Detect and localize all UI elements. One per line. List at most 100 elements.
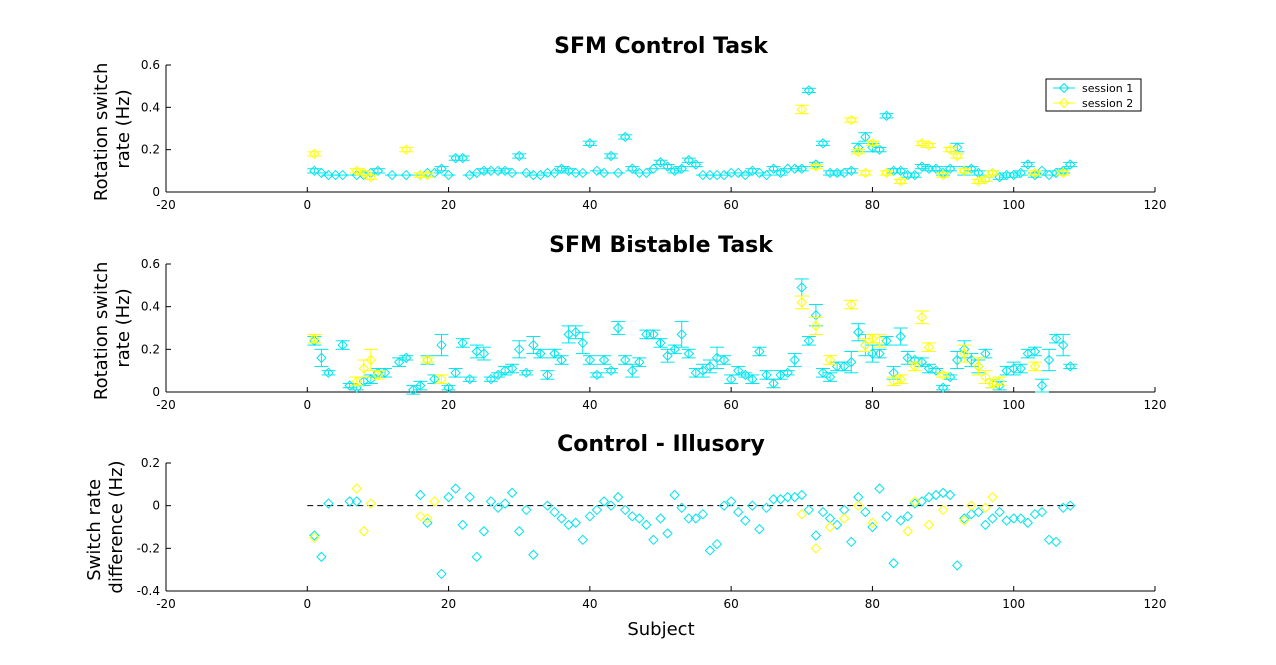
data-point-session-1 bbox=[506, 363, 518, 374]
data-point-session-1 bbox=[662, 161, 673, 172]
x-tick-label: 80 bbox=[865, 198, 880, 212]
data-point-session-1 bbox=[817, 138, 829, 149]
x-tick-label: 0 bbox=[303, 597, 311, 611]
data-point-session-1 bbox=[556, 354, 567, 366]
data-point-session-1 bbox=[803, 504, 815, 516]
data-point-session-1 bbox=[634, 513, 645, 524]
data-point-session-1 bbox=[846, 165, 857, 177]
data-point-session-2 bbox=[365, 354, 377, 366]
data-point-session-1 bbox=[732, 167, 744, 179]
data-point-session-2 bbox=[365, 171, 377, 183]
x-axis-label: Subject bbox=[627, 619, 694, 640]
data-point-session-2 bbox=[824, 521, 836, 533]
data-point-session-1 bbox=[930, 365, 942, 376]
data-point-session-2 bbox=[1029, 167, 1041, 179]
data-point-session-1 bbox=[542, 500, 553, 511]
data-point-session-1 bbox=[549, 506, 560, 518]
x-tick-label: -20 bbox=[156, 398, 176, 412]
data-point-session-1 bbox=[1001, 169, 1012, 181]
x-tick-label: 100 bbox=[1002, 597, 1025, 611]
data-point-session-2 bbox=[1057, 167, 1069, 179]
x-tick-label: -20 bbox=[156, 198, 176, 212]
data-point-session-1 bbox=[704, 361, 716, 372]
data-point-session-1 bbox=[690, 159, 702, 170]
data-point-session-1 bbox=[662, 528, 673, 539]
data-point-session-1 bbox=[817, 506, 829, 518]
data-point-session-1 bbox=[867, 348, 878, 359]
data-point-session-2 bbox=[860, 339, 871, 351]
data-point-session-1 bbox=[344, 496, 355, 507]
data-point-session-2 bbox=[309, 532, 320, 543]
data-point-session-1 bbox=[316, 352, 327, 364]
difference-ylabel: Switch rate difference (Hz) bbox=[84, 460, 127, 593]
data-point-session-1 bbox=[831, 519, 843, 531]
data-point-session-1 bbox=[902, 352, 913, 364]
data-point-session-2 bbox=[810, 320, 822, 332]
difference-title: Control - Illusory bbox=[557, 432, 765, 457]
legend: session 1 session 2 bbox=[1045, 78, 1142, 112]
x-tick-label: -20 bbox=[156, 597, 176, 611]
data-point-session-1 bbox=[556, 163, 567, 174]
data-point-session-1 bbox=[1043, 534, 1055, 546]
data-point-session-1 bbox=[1050, 333, 1062, 344]
data-point-session-1 bbox=[492, 502, 504, 514]
data-point-session-1 bbox=[323, 169, 334, 181]
data-point-session-1 bbox=[436, 339, 447, 351]
data-point-session-1 bbox=[415, 380, 426, 391]
data-point-session-1 bbox=[400, 352, 412, 364]
x-tick-label: 60 bbox=[724, 597, 739, 611]
bistable-task-panel: SFM Bistable Task Rotation switch rate (… bbox=[91, 233, 1166, 412]
data-point-session-2 bbox=[309, 333, 320, 344]
x-tick-label: 100 bbox=[1002, 198, 1025, 212]
data-point-session-2 bbox=[881, 167, 892, 179]
legend-box bbox=[1045, 78, 1142, 112]
data-point-session-1 bbox=[422, 517, 433, 528]
data-point-session-1 bbox=[591, 369, 603, 381]
data-point-session-1 bbox=[761, 502, 772, 514]
data-point-session-1 bbox=[994, 506, 1005, 518]
data-point-session-2 bbox=[824, 354, 836, 366]
data-point-session-1 bbox=[521, 367, 532, 379]
data-point-session-1 bbox=[676, 329, 687, 340]
x-tick-label: 40 bbox=[582, 198, 597, 212]
data-point-session-1 bbox=[499, 165, 511, 177]
data-point-session-1 bbox=[725, 373, 737, 385]
data-point-session-1 bbox=[761, 369, 772, 381]
data-point-session-1 bbox=[400, 169, 412, 181]
data-point-session-1 bbox=[612, 322, 624, 334]
y-tick-label: 0.2 bbox=[141, 456, 160, 470]
y-tick-label: -0.2 bbox=[137, 541, 160, 555]
difference-data-marks bbox=[309, 483, 1076, 580]
data-point-session-2 bbox=[937, 169, 949, 181]
data-point-session-1 bbox=[846, 356, 857, 368]
data-point-session-1 bbox=[514, 150, 525, 162]
data-point-session-1 bbox=[330, 169, 341, 181]
data-point-session-1 bbox=[867, 142, 878, 153]
data-point-session-2 bbox=[853, 500, 864, 511]
data-point-session-1 bbox=[796, 163, 807, 174]
data-point-session-2 bbox=[838, 513, 850, 524]
data-point-session-1 bbox=[732, 506, 744, 518]
data-point-session-1 bbox=[747, 373, 758, 385]
data-point-session-1 bbox=[549, 167, 560, 179]
data-point-session-1 bbox=[556, 513, 567, 524]
data-point-session-1 bbox=[612, 167, 624, 179]
data-point-session-1 bbox=[987, 513, 998, 524]
data-point-session-1 bbox=[655, 513, 666, 524]
data-point-session-1 bbox=[443, 169, 454, 181]
data-point-session-1 bbox=[598, 167, 610, 179]
bistable-task-title: SFM Bistable Task bbox=[549, 233, 774, 258]
data-point-session-1 bbox=[1015, 513, 1026, 524]
data-point-session-1 bbox=[605, 365, 617, 376]
data-point-session-1 bbox=[471, 551, 483, 563]
data-point-session-1 bbox=[824, 371, 836, 383]
data-point-session-1 bbox=[408, 384, 419, 396]
control-task-panel: SFM Control Task Rotation switch rate (H… bbox=[91, 34, 1166, 212]
data-point-session-1 bbox=[372, 165, 384, 177]
data-point-session-2 bbox=[867, 333, 878, 344]
x-tick-label: 60 bbox=[724, 398, 739, 412]
legend-label-session-2: session 2 bbox=[1082, 97, 1133, 110]
data-point-session-2 bbox=[810, 161, 822, 172]
data-point-session-2 bbox=[422, 169, 433, 181]
